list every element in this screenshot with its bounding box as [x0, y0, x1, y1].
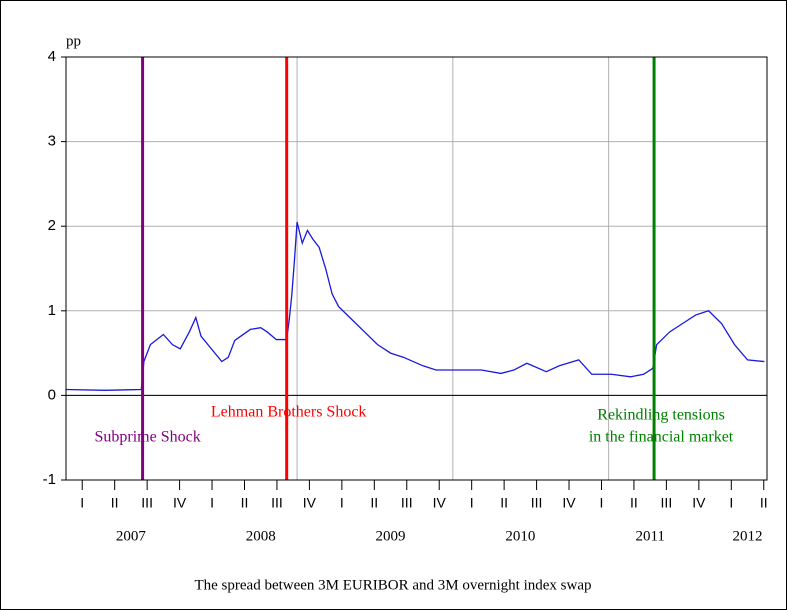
y-axis-label: pp — [66, 33, 81, 49]
x-tick-label: II — [500, 495, 508, 511]
chart-title: The spread between 3M EURIBOR and 3M ove… — [194, 577, 591, 593]
y-tick-label: 2 — [48, 217, 56, 234]
x-tick-label: III — [661, 495, 673, 511]
shock-label: Rekindling tensions — [597, 407, 725, 424]
y-tick-label: 3 — [48, 133, 56, 150]
x-tick-label: I — [729, 495, 733, 511]
x-tick-label: IV — [692, 495, 706, 511]
year-label: 2008 — [246, 528, 276, 544]
shock-label: in the financial market — [589, 429, 734, 446]
x-tick-label: IV — [433, 495, 447, 511]
year-label: 2010 — [505, 528, 535, 544]
x-tick-label: II — [241, 495, 249, 511]
year-label: 2011 — [635, 528, 664, 544]
year-label: 2009 — [376, 528, 406, 544]
plot-frame — [65, 56, 768, 481]
x-tick-label: III — [141, 495, 153, 511]
x-tick-label: II — [370, 495, 378, 511]
year-label: 2012 — [733, 528, 763, 544]
x-tick-label: IV — [173, 495, 187, 511]
x-tick-label: I — [340, 495, 344, 511]
x-tick-label: I — [600, 495, 604, 511]
x-tick-label: III — [531, 495, 543, 511]
data-line — [65, 221, 765, 391]
x-tick-label: IV — [303, 495, 317, 511]
y-tick-label: 0 — [48, 386, 56, 403]
x-tick-label: II — [630, 495, 638, 511]
x-tick-label: I — [470, 495, 474, 511]
y-tick-label: 4 — [48, 48, 56, 65]
x-tick-label: I — [80, 495, 84, 511]
y-tick-label: 1 — [48, 302, 56, 319]
x-tick-label: III — [401, 495, 413, 511]
x-tick-label: II — [760, 495, 768, 511]
x-tick-label: IV — [562, 495, 576, 511]
x-tick-label: I — [210, 495, 214, 511]
y-tick-label: -1 — [43, 471, 56, 488]
year-label: 2007 — [116, 528, 147, 544]
shock-label: Subprime Shock — [94, 429, 200, 446]
shock-label: Lehman Brothers Shock — [211, 404, 367, 421]
x-tick-label: II — [111, 495, 119, 511]
x-tick-label: III — [271, 495, 283, 511]
